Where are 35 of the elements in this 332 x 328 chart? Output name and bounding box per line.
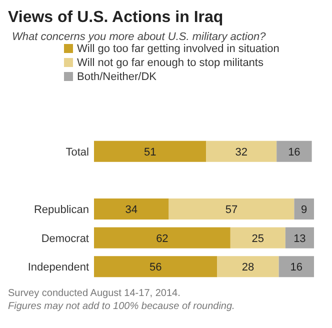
legend-label: Will go too far getting involved in situation bbox=[77, 43, 280, 55]
bar bbox=[276, 140, 312, 162]
bar bbox=[206, 140, 277, 162]
bar bbox=[94, 227, 230, 248]
bar bbox=[294, 198, 314, 220]
y-tick-label: Total bbox=[66, 146, 89, 158]
data-label: 34 bbox=[125, 204, 138, 216]
data-label: 51 bbox=[144, 146, 156, 158]
text: Survey conducted August 14-17, 2014. bbox=[8, 288, 180, 299]
data-label: 62 bbox=[156, 232, 168, 245]
text: Figures may not add to 100% because of rounding. bbox=[8, 301, 235, 312]
y-tick-label: Independent bbox=[28, 262, 89, 274]
bar bbox=[94, 140, 206, 162]
bar bbox=[278, 256, 314, 278]
data-label: 13 bbox=[294, 232, 306, 245]
chart-subtitle: What concerns you more about U.S. military action? bbox=[12, 31, 267, 43]
bar bbox=[168, 198, 294, 220]
bar bbox=[285, 227, 314, 248]
data-label: 57 bbox=[225, 204, 238, 216]
bar bbox=[94, 256, 218, 278]
data-label: 25 bbox=[252, 232, 264, 245]
chart-title: Views of U.S. Actions in Iraq bbox=[8, 9, 224, 26]
y-tick-label: Democrat bbox=[41, 232, 89, 245]
data-label: 32 bbox=[235, 146, 248, 158]
bar bbox=[230, 227, 286, 248]
legend-label: Both/Neither/DK bbox=[77, 71, 158, 83]
y-tick-label: Republican bbox=[34, 204, 89, 216]
bar bbox=[217, 256, 279, 278]
data-label: 28 bbox=[242, 262, 254, 274]
data-label: 16 bbox=[290, 262, 303, 274]
data-label: 16 bbox=[288, 146, 300, 158]
legend-label: Will not go far enough to stop militants bbox=[77, 57, 264, 69]
data-label: 9 bbox=[301, 204, 308, 216]
bar bbox=[94, 198, 169, 220]
data-label: 56 bbox=[149, 262, 162, 274]
